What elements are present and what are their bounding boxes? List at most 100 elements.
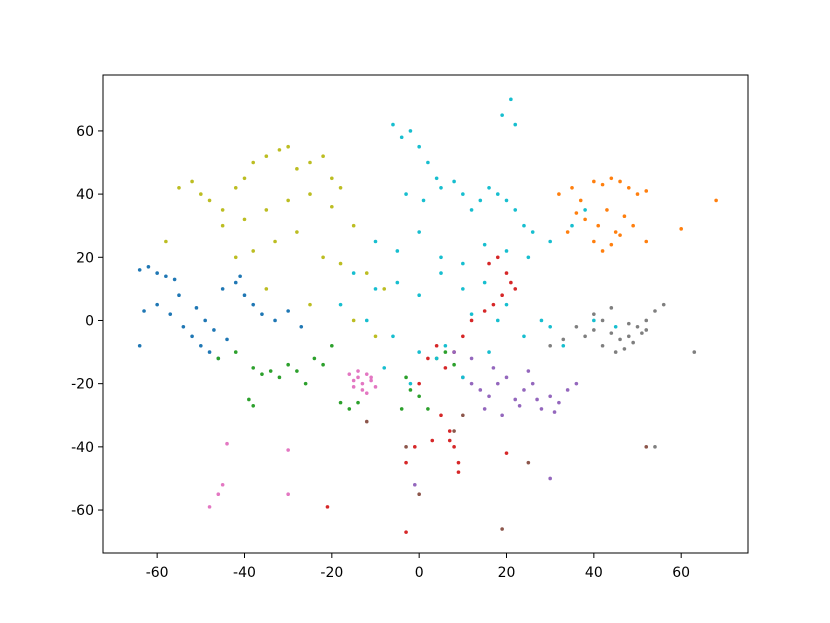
point [495, 318, 500, 323]
point [373, 334, 378, 339]
point [452, 350, 456, 354]
point [592, 318, 596, 323]
point [286, 198, 290, 203]
point [216, 356, 221, 361]
point [417, 230, 421, 234]
point [530, 230, 535, 234]
point [233, 280, 238, 285]
point [613, 230, 618, 234]
point [207, 505, 212, 509]
point [286, 362, 290, 367]
point [452, 179, 456, 184]
point [360, 381, 365, 386]
point [190, 179, 194, 184]
point [426, 407, 430, 411]
point [500, 113, 504, 117]
point [264, 208, 269, 212]
point [408, 381, 413, 386]
point [347, 372, 352, 376]
point [574, 211, 579, 215]
point [155, 271, 159, 275]
point [434, 176, 439, 181]
point [286, 448, 290, 452]
point [347, 407, 352, 411]
point [504, 198, 509, 203]
point [199, 192, 203, 196]
point [242, 293, 247, 298]
point [430, 438, 435, 443]
point [172, 277, 177, 282]
point [622, 347, 627, 351]
point [439, 185, 443, 190]
point [233, 350, 238, 354]
point [242, 176, 247, 181]
point [364, 372, 369, 376]
point [557, 192, 561, 196]
point [338, 302, 343, 307]
point [548, 239, 552, 244]
point [583, 208, 587, 212]
point [644, 239, 649, 244]
point [548, 324, 552, 329]
point [570, 185, 574, 190]
point [207, 198, 212, 203]
point [644, 445, 649, 449]
point [456, 470, 461, 474]
point [373, 385, 378, 389]
point [247, 397, 251, 402]
point [264, 154, 269, 158]
point [408, 388, 413, 392]
point [469, 312, 474, 316]
point [605, 208, 609, 212]
point [146, 264, 151, 269]
point [439, 271, 443, 275]
point [330, 176, 334, 181]
point [382, 366, 387, 370]
point [312, 356, 317, 361]
point [233, 255, 238, 260]
point [321, 255, 325, 260]
point [644, 328, 649, 332]
point [338, 400, 343, 405]
x-tick-label: -20 [320, 565, 343, 581]
point [177, 185, 181, 190]
point [364, 318, 369, 323]
point [661, 302, 666, 307]
point [618, 179, 622, 184]
point [369, 378, 373, 383]
point [194, 306, 199, 310]
point [461, 192, 465, 196]
point [207, 350, 212, 354]
point [526, 369, 531, 373]
point [308, 192, 312, 196]
point [364, 271, 369, 275]
point [404, 375, 408, 380]
point [461, 334, 465, 339]
y-tick-label: 20 [76, 250, 94, 266]
point [417, 381, 421, 386]
point [653, 445, 657, 449]
point [592, 239, 596, 244]
point [220, 208, 225, 212]
point [478, 388, 483, 392]
point [592, 312, 596, 316]
point [653, 309, 657, 313]
point [570, 223, 574, 228]
point [679, 227, 683, 231]
point [203, 318, 207, 323]
point [295, 167, 299, 171]
point [539, 318, 544, 323]
point [351, 378, 356, 383]
point [613, 350, 618, 354]
point [609, 242, 614, 247]
point [626, 334, 631, 339]
point [369, 375, 373, 380]
point [351, 385, 356, 389]
point [308, 302, 312, 307]
point [277, 148, 282, 152]
point [469, 208, 474, 212]
point [364, 391, 369, 395]
point [321, 362, 325, 367]
point [155, 302, 159, 307]
point [177, 293, 181, 298]
